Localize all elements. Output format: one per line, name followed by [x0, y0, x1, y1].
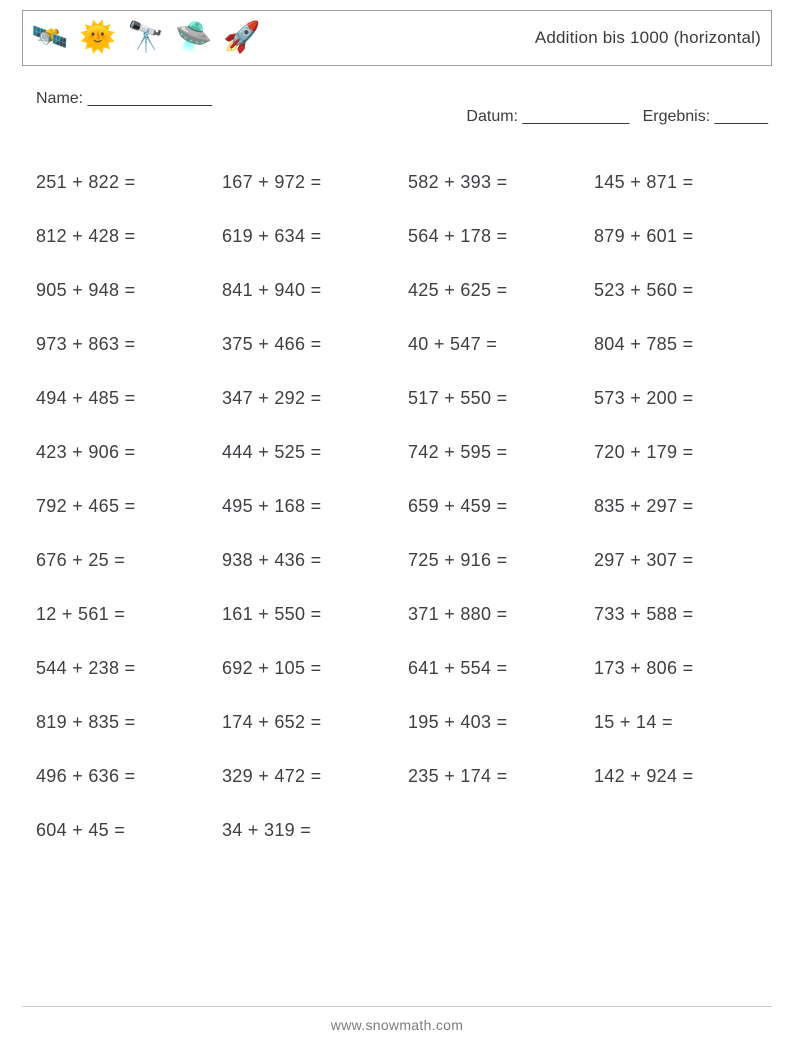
- problem-cell: 641 + 554 =: [408, 658, 584, 682]
- date-field-label: Datum: ____________: [466, 108, 629, 125]
- problem-cell: 819 + 835 =: [36, 712, 212, 736]
- sun-icon: 🌞: [79, 19, 117, 57]
- ufo-icon: 🛸: [175, 19, 213, 57]
- problem-cell: 792 + 465 =: [36, 496, 212, 520]
- telescope-icon: 🔭: [127, 19, 165, 57]
- problem-cell: 297 + 307 =: [594, 550, 770, 574]
- problem-cell: 195 + 403 =: [408, 712, 584, 736]
- problem-cell: 573 + 200 =: [594, 388, 770, 412]
- problem-cell: 812 + 428 =: [36, 226, 212, 250]
- problem-cell: 523 + 560 =: [594, 280, 770, 304]
- problem-cell: 742 + 595 =: [408, 442, 584, 466]
- problem-cell: 347 + 292 =: [222, 388, 398, 412]
- problem-cell: 375 + 466 =: [222, 334, 398, 358]
- problem-cell: 142 + 924 =: [594, 766, 770, 790]
- footer: www.snowmath.com: [0, 1006, 794, 1033]
- problem-cell: 659 + 459 =: [408, 496, 584, 520]
- problem-cell: 34 + 319 =: [222, 820, 398, 844]
- problem-cell: 841 + 940 =: [222, 280, 398, 304]
- problem-cell: 720 + 179 =: [594, 442, 770, 466]
- problem-cell: 40 + 547 =: [408, 334, 584, 358]
- satellite-icon: 🛰️: [31, 19, 69, 57]
- problem-cell: 174 + 652 =: [222, 712, 398, 736]
- problem-cell: 494 + 485 =: [36, 388, 212, 412]
- problems-grid: 251 + 822 = 167 + 972 = 582 + 393 = 145 + 8…: [22, 172, 772, 844]
- problem-cell: 879 + 601 =: [594, 226, 770, 250]
- problem-cell: 235 + 174 =: [408, 766, 584, 790]
- problem-cell: 251 + 822 =: [36, 172, 212, 196]
- result-field-label: Ergebnis: ______: [643, 108, 768, 125]
- rocket-icon: 🚀: [223, 19, 261, 57]
- header-box: 🛰️ 🌞 🔭 🛸 🚀 Addition bis 1000 (horizontal): [22, 10, 772, 66]
- problem-cell: 425 + 625 =: [408, 280, 584, 304]
- problem-cell: 145 + 871 =: [594, 172, 770, 196]
- problem-cell: 544 + 238 =: [36, 658, 212, 682]
- problem-cell: 173 + 806 =: [594, 658, 770, 682]
- problem-cell: [408, 820, 584, 844]
- problem-cell: 161 + 550 =: [222, 604, 398, 628]
- footer-url: www.snowmath.com: [22, 1006, 772, 1033]
- problem-cell: 371 + 880 =: [408, 604, 584, 628]
- worksheet-page: 🛰️ 🌞 🔭 🛸 🚀 Addition bis 1000 (horizontal) Na…: [0, 0, 794, 1053]
- name-field-label: Name: ______________: [36, 90, 212, 144]
- problem-cell: 905 + 948 =: [36, 280, 212, 304]
- problem-cell: 604 + 45 =: [36, 820, 212, 844]
- problem-cell: 167 + 972 =: [222, 172, 398, 196]
- date-result-labels: Datum: ____________ Ergebnis: ______: [440, 90, 768, 144]
- problem-cell: 676 + 25 =: [36, 550, 212, 574]
- problem-cell: 517 + 550 =: [408, 388, 584, 412]
- problem-cell: 938 + 436 =: [222, 550, 398, 574]
- problem-cell: 973 + 863 =: [36, 334, 212, 358]
- problem-cell: 496 + 636 =: [36, 766, 212, 790]
- problem-cell: 564 + 178 =: [408, 226, 584, 250]
- worksheet-title: Addition bis 1000 (horizontal): [535, 28, 761, 48]
- problem-cell: [594, 820, 770, 844]
- problem-cell: 12 + 561 =: [36, 604, 212, 628]
- problem-cell: 619 + 634 =: [222, 226, 398, 250]
- problem-cell: 835 + 297 =: [594, 496, 770, 520]
- problem-cell: 692 + 105 =: [222, 658, 398, 682]
- meta-row: Name: ______________ Datum: ____________…: [22, 90, 772, 144]
- problem-cell: 725 + 916 =: [408, 550, 584, 574]
- problem-cell: 423 + 906 =: [36, 442, 212, 466]
- header-icons: 🛰️ 🌞 🔭 🛸 🚀: [31, 19, 261, 57]
- problem-cell: 804 + 785 =: [594, 334, 770, 358]
- problem-cell: 495 + 168 =: [222, 496, 398, 520]
- problem-cell: 15 + 14 =: [594, 712, 770, 736]
- problem-cell: 582 + 393 =: [408, 172, 584, 196]
- problem-cell: 329 + 472 =: [222, 766, 398, 790]
- problem-cell: 733 + 588 =: [594, 604, 770, 628]
- problem-cell: 444 + 525 =: [222, 442, 398, 466]
